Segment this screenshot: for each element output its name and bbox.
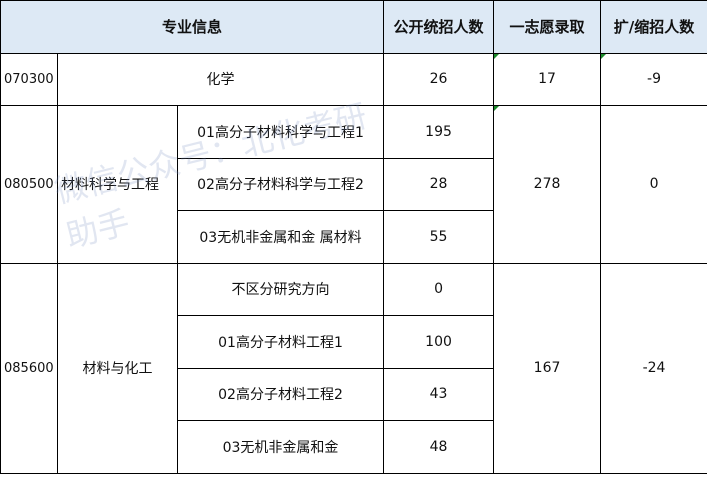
direction-cell: 03无机非金属和金 属材料: [176, 210, 385, 264]
header-first-choice: 一志愿录取: [493, 0, 602, 54]
change-cell: 0: [600, 105, 707, 264]
table-row: 03无机非金属和金 48: [1, 420, 707, 474]
header-change: 扩/缩招人数: [600, 0, 707, 54]
quota-cell: 0: [383, 262, 495, 316]
major-code: 080500: [0, 105, 58, 264]
table-row: 02高分子材料工程2 43: [1, 367, 707, 421]
quota-cell: 48: [383, 420, 495, 474]
change-cell: -24: [600, 262, 707, 474]
quota-cell: 195: [383, 105, 495, 159]
quota-cell: 55: [383, 210, 495, 264]
table-row: 085600 材料与化工 不区分研究方向 0 167 -24: [0, 262, 707, 474]
direction-cell: 03无机非金属和金: [176, 420, 385, 474]
quota-cell: 100: [383, 315, 495, 369]
comment-marker-icon: [494, 106, 500, 111]
comment-marker-icon: [494, 53, 500, 59]
quota-cell: 43: [383, 367, 495, 421]
header-row: 专业信息 公开统招人数 一志愿录取 扩/缩招人数: [0, 0, 707, 54]
major-name: 材料科学与工程: [57, 105, 178, 264]
direction-cell: 02高分子材料工程2: [176, 367, 385, 421]
header-public-quota: 公开统招人数: [383, 0, 495, 54]
direction-cell: 02高分子材料科学与工程2: [176, 157, 385, 211]
table-row: 070300 化学 26 17 -9: [0, 52, 707, 106]
quota-cell: 28: [383, 157, 495, 211]
major-code: 085600: [0, 262, 58, 474]
direction-cell: 01高分子材料科学与工程1: [176, 105, 385, 159]
major-code: 070300: [0, 52, 58, 106]
comment-marker-icon: [601, 53, 607, 59]
first-choice-cell: 167: [493, 262, 602, 474]
major-name: 化学: [56, 52, 385, 106]
table-row: 02高分子材料科学与工程2 28: [1, 157, 707, 211]
change-cell: -9: [600, 52, 707, 106]
direction-cell: 不区分研究方向: [176, 262, 385, 316]
table-row: 080500 材料科学与工程 01高分子材料科学与工程1 195 278 0: [0, 105, 707, 264]
direction-cell: 01高分子材料工程1: [176, 315, 385, 369]
quota-cell: 26: [383, 52, 495, 106]
table-row: 01高分子材料工程1 100: [1, 315, 707, 369]
table-row: 03无机非金属和金 属材料 55: [1, 210, 707, 264]
first-choice-cell: 278: [493, 105, 602, 264]
major-name: 材料与化工: [57, 262, 178, 474]
first-choice-cell: 17: [493, 52, 602, 106]
header-major-info: 专业信息: [0, 0, 385, 54]
